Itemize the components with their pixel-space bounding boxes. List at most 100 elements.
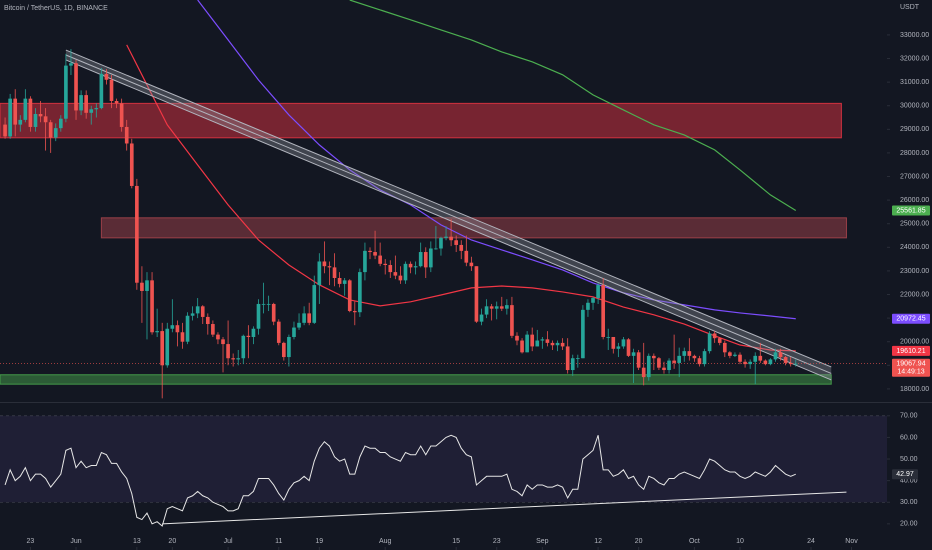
candle-body [135, 185, 139, 283]
candle-body [53, 128, 58, 138]
candle-body [74, 63, 78, 111]
candle-body [444, 236, 448, 238]
candle-body [317, 261, 322, 286]
rsi-y-tick-label: 70.00 [900, 413, 918, 420]
rsi-badge-label: 42.97 [896, 471, 914, 478]
x-tick-label: 24 [807, 538, 815, 545]
candle-body [58, 118, 63, 129]
y-tick-label: 33000.00 [900, 32, 929, 39]
candle-body [165, 328, 170, 366]
candle-body [591, 298, 595, 303]
candle-body [423, 252, 428, 268]
candle-body [581, 309, 585, 359]
candle-body [28, 98, 33, 127]
candle-body [337, 277, 342, 284]
candle-body [728, 352, 732, 356]
candle-body [586, 302, 590, 310]
candle-body [768, 359, 773, 365]
candle-body [140, 282, 144, 291]
candle-body [601, 285, 605, 337]
candle-body [211, 324, 215, 335]
candle-body [413, 266, 418, 268]
candle-body [469, 262, 474, 267]
candle-body [48, 122, 53, 138]
x-tick-label: 15 [452, 538, 460, 545]
candle-body [226, 344, 230, 359]
x-tick-label: Jun [70, 538, 81, 545]
x-tick-label: 20 [635, 538, 643, 545]
candle-body [733, 354, 737, 356]
candle-body [251, 328, 256, 337]
candle-body [525, 334, 529, 353]
candle-body [347, 280, 352, 312]
x-tick-label: 19 [315, 538, 323, 545]
y-tick-label: 30000.00 [900, 103, 929, 110]
candle-body [464, 250, 469, 263]
y-tick-label: 23000.00 [900, 268, 929, 275]
candle-body [241, 335, 246, 359]
candle-body [408, 263, 413, 268]
candle-body [565, 346, 570, 371]
candle-body [550, 342, 555, 346]
candle-body [702, 351, 707, 365]
candle-body [145, 280, 149, 291]
candle-body [393, 272, 398, 276]
candle-body [180, 332, 185, 342]
candle-body [33, 113, 38, 127]
candle-body [515, 335, 519, 341]
y-tick-label: 27000.00 [900, 173, 929, 180]
candle-body [114, 101, 119, 104]
rsi-y-tick-label: 60.00 [900, 434, 918, 441]
channel-line [65, 59, 832, 381]
candle-body [129, 143, 134, 186]
rsi-y-tick-label: 20.00 [900, 521, 918, 528]
candle-body [221, 339, 225, 345]
y-tick-label: 20000.00 [900, 339, 929, 346]
candle-body [662, 367, 666, 371]
channel-midline [65, 54, 832, 374]
candle-body [657, 358, 661, 368]
candle-body [474, 266, 479, 322]
candle-body [368, 250, 372, 253]
y-tick-label: 32000.00 [900, 55, 929, 62]
candle-body [383, 263, 388, 266]
candle-body [398, 275, 403, 281]
candle-body [722, 342, 727, 353]
candle-body [282, 342, 286, 358]
y-tick-label: 22000.00 [900, 291, 929, 298]
candle-body [69, 63, 73, 66]
candle-body [429, 248, 433, 268]
zone [100, 217, 847, 239]
candle-body [682, 351, 687, 356]
candle-body [459, 244, 464, 251]
candle-body [104, 73, 109, 80]
candle-body [641, 367, 646, 378]
candle-body [99, 73, 104, 109]
candle-body [302, 313, 306, 323]
candle-body [200, 306, 205, 317]
candle-body [18, 119, 23, 125]
candle-body [773, 352, 778, 360]
candle-body [23, 98, 28, 120]
candle-body [697, 358, 702, 365]
ma-badge [892, 205, 930, 216]
candle-body [545, 339, 550, 343]
candle-body [160, 331, 165, 366]
candle-body [753, 355, 758, 362]
candle-body [707, 333, 712, 352]
candle-body [190, 313, 195, 316]
currency-label: USDT [900, 4, 920, 11]
y-tick-label: 18000.00 [900, 386, 929, 393]
candle-body [687, 351, 692, 356]
candle-body [626, 339, 631, 356]
candle-body [388, 265, 393, 273]
candle-body [216, 334, 220, 340]
last-price-badge [892, 358, 930, 377]
candle-body [758, 355, 763, 361]
y-tick-label: 24000.00 [900, 244, 929, 251]
candle-body [403, 263, 408, 281]
candle-body [570, 358, 575, 371]
candle-body [631, 352, 636, 356]
candle-body [312, 285, 317, 323]
